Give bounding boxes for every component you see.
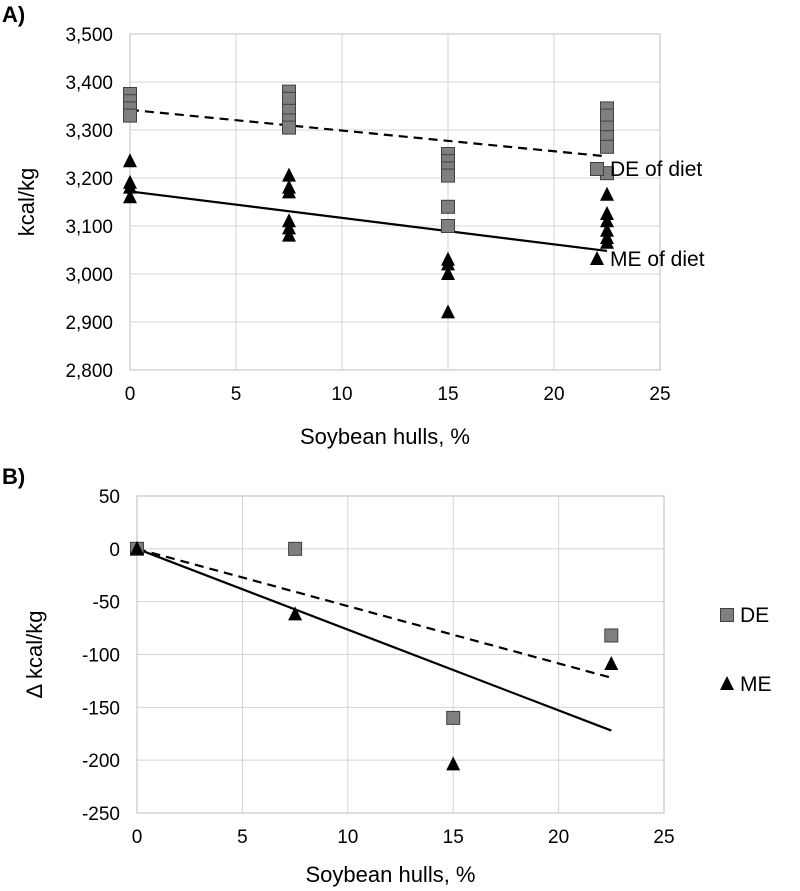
y-tick-label: 2,800 xyxy=(65,361,113,382)
panel-label: B) xyxy=(2,464,25,489)
legend-label: ME of diet xyxy=(610,248,705,271)
data-point-triangle xyxy=(123,153,137,168)
data-point-triangle xyxy=(123,179,137,194)
data-point-square xyxy=(600,139,614,154)
x-axis-label: Soybean hulls, % xyxy=(300,424,470,449)
legend-marker-triangle xyxy=(720,676,734,690)
data-point-square xyxy=(123,108,137,123)
x-axis-label: Soybean hulls, % xyxy=(306,862,476,887)
data-point-square xyxy=(441,168,455,183)
trend-line-triangle xyxy=(136,547,612,732)
x-tick-label: 15 xyxy=(437,384,458,405)
data-point-triangle xyxy=(282,213,296,228)
data-point-square xyxy=(282,91,296,106)
data-point-triangle xyxy=(282,220,296,235)
x-tick-label: 25 xyxy=(649,384,670,405)
data-point-square xyxy=(441,219,455,233)
data-point-triangle xyxy=(123,189,137,204)
x-tick-label: 10 xyxy=(331,384,352,405)
y-tick-label: -50 xyxy=(93,593,120,614)
y-tick-label: 3,000 xyxy=(65,265,113,286)
data-point-triangle xyxy=(282,227,296,242)
y-tick-label: -200 xyxy=(82,751,120,772)
x-tick-label: 15 xyxy=(443,827,464,848)
y-tick-label: -250 xyxy=(82,804,120,825)
data-point-triangle xyxy=(282,184,296,199)
y-tick-label: 3,500 xyxy=(65,25,113,46)
data-point-square xyxy=(446,710,461,725)
y-tick-label: 3,200 xyxy=(65,169,113,190)
data-point-triangle xyxy=(441,304,455,319)
y-tick-label: 0 xyxy=(109,540,120,561)
y-tick-label: -150 xyxy=(82,698,120,719)
plot-frame xyxy=(136,495,665,814)
legend-marker-square xyxy=(720,608,734,622)
data-point-square xyxy=(288,541,303,556)
y-tick-label: 50 xyxy=(99,487,120,508)
x-tick-label: 20 xyxy=(543,384,564,405)
data-point-triangle xyxy=(600,206,614,220)
data-point-triangle xyxy=(441,266,455,280)
data-point-triangle xyxy=(600,234,614,249)
y-axis-label: Δ kcal/kg xyxy=(22,610,47,698)
x-tick-label: 25 xyxy=(653,827,674,848)
legend-marker-square xyxy=(590,162,604,176)
legend-label: ME xyxy=(740,673,772,696)
x-tick-label: 20 xyxy=(548,827,569,848)
y-tick-label: 2,900 xyxy=(65,313,113,334)
data-point-triangle xyxy=(446,756,461,771)
data-point-triangle xyxy=(130,540,144,555)
x-tick-label: 0 xyxy=(125,384,136,405)
data-point-square xyxy=(282,120,296,135)
x-tick-label: 10 xyxy=(337,827,358,848)
data-point-triangle xyxy=(600,186,614,201)
x-tick-label: 5 xyxy=(231,384,242,405)
data-point-triangle xyxy=(282,167,296,182)
y-tick-label: 3,400 xyxy=(65,73,113,94)
data-point-triangle xyxy=(600,222,614,237)
trend-line-square xyxy=(136,547,612,679)
chart-panel-1: -250 -200 -150 -100 -50 0 50 0 5 10 15 20 25 Soybean … xyxy=(2,464,772,887)
x-tick-label: 0 xyxy=(132,827,143,848)
trend-line-square xyxy=(129,108,608,158)
y-tick-label: 3,100 xyxy=(65,217,113,238)
data-point-triangle xyxy=(600,213,614,228)
x-tick-label: 5 xyxy=(237,827,248,848)
y-tick-label: -100 xyxy=(82,646,120,667)
data-point-triangle xyxy=(604,656,619,671)
data-point-triangle xyxy=(441,256,455,271)
data-point-square xyxy=(441,199,455,214)
data-point-triangle xyxy=(288,606,303,621)
y-axis-label: kcal/kg xyxy=(14,168,39,236)
y-tick-label: 3,300 xyxy=(65,121,113,142)
legend-label: DE xyxy=(740,604,769,627)
trend-line-triangle xyxy=(129,190,608,253)
panel-label: A) xyxy=(2,2,25,27)
chart-panel-0: 2,800 2,900 3,000 3,100 3,200 3,300 3,400 3,500… xyxy=(2,2,705,449)
data-point-square xyxy=(604,628,619,643)
legend-label: DE of diet xyxy=(610,158,702,181)
data-point-square xyxy=(600,108,614,123)
legend-marker-triangle xyxy=(590,251,604,265)
